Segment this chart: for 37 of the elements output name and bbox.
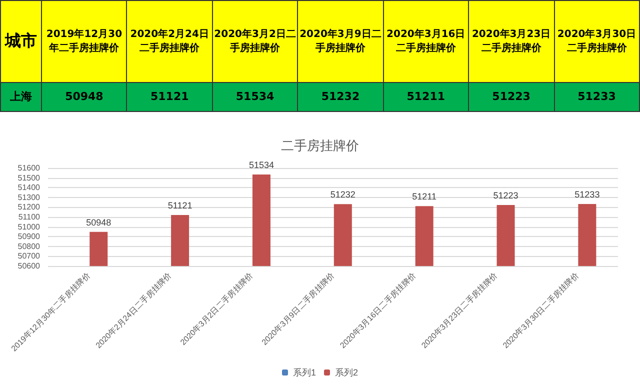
category-label: 2020年3月16日二手房挂牌价 bbox=[386, 29, 466, 54]
data-label: 51534 bbox=[212, 82, 298, 112]
text: 上海 bbox=[0, 82, 42, 112]
data-label: 51211 bbox=[383, 82, 469, 112]
y-tick-label: 50700 bbox=[18, 252, 41, 261]
text: 51121 bbox=[168, 200, 192, 210]
y-tick-label: 51000 bbox=[18, 222, 41, 232]
legend-label: 系列1 bbox=[292, 368, 316, 378]
chart-title: 二手房挂牌价 bbox=[281, 138, 359, 153]
legend-label: 系列2 bbox=[335, 368, 358, 378]
y-tick-label: 50900 bbox=[18, 232, 41, 242]
text: 城市 bbox=[0, 0, 42, 82]
text: 51232 bbox=[330, 190, 356, 200]
category-label: 2020年3月23日二手房挂牌价 bbox=[472, 29, 551, 54]
y-tick-label: 51100 bbox=[18, 212, 41, 222]
category-label: 2020年3月30日二手房挂牌价 bbox=[557, 29, 636, 54]
y-tick-label: 51600 bbox=[18, 164, 41, 172]
data-label: 51232 bbox=[298, 82, 384, 112]
text: 51233 bbox=[574, 189, 600, 200]
data-label: 50948 bbox=[42, 82, 127, 112]
category-label: 2020年2月24日二手房挂牌价 bbox=[130, 29, 209, 54]
y-tick-label: 51200 bbox=[18, 202, 41, 212]
text: 51534 bbox=[248, 160, 274, 170]
y-tick-label: 51300 bbox=[18, 192, 41, 202]
category-label: 2019年12月30年二手房挂牌价 bbox=[46, 29, 122, 54]
category-label: 2020年3月2日二手房挂牌价 bbox=[214, 29, 296, 54]
y-tick-label: 50800 bbox=[18, 242, 41, 251]
data-label: 51233 bbox=[554, 82, 640, 112]
text: 51211 bbox=[412, 192, 437, 202]
y-tick-label: 51500 bbox=[18, 173, 41, 182]
y-tick-label: 50600 bbox=[18, 262, 41, 270]
data-label: 51121 bbox=[126, 82, 212, 112]
text: 51223 bbox=[493, 190, 518, 200]
data-label: 51223 bbox=[468, 82, 554, 112]
y-tick-label: 51400 bbox=[18, 183, 41, 192]
text: 50948 bbox=[86, 217, 112, 228]
category-label: 2020年3月9日二手房挂牌价 bbox=[300, 29, 382, 54]
